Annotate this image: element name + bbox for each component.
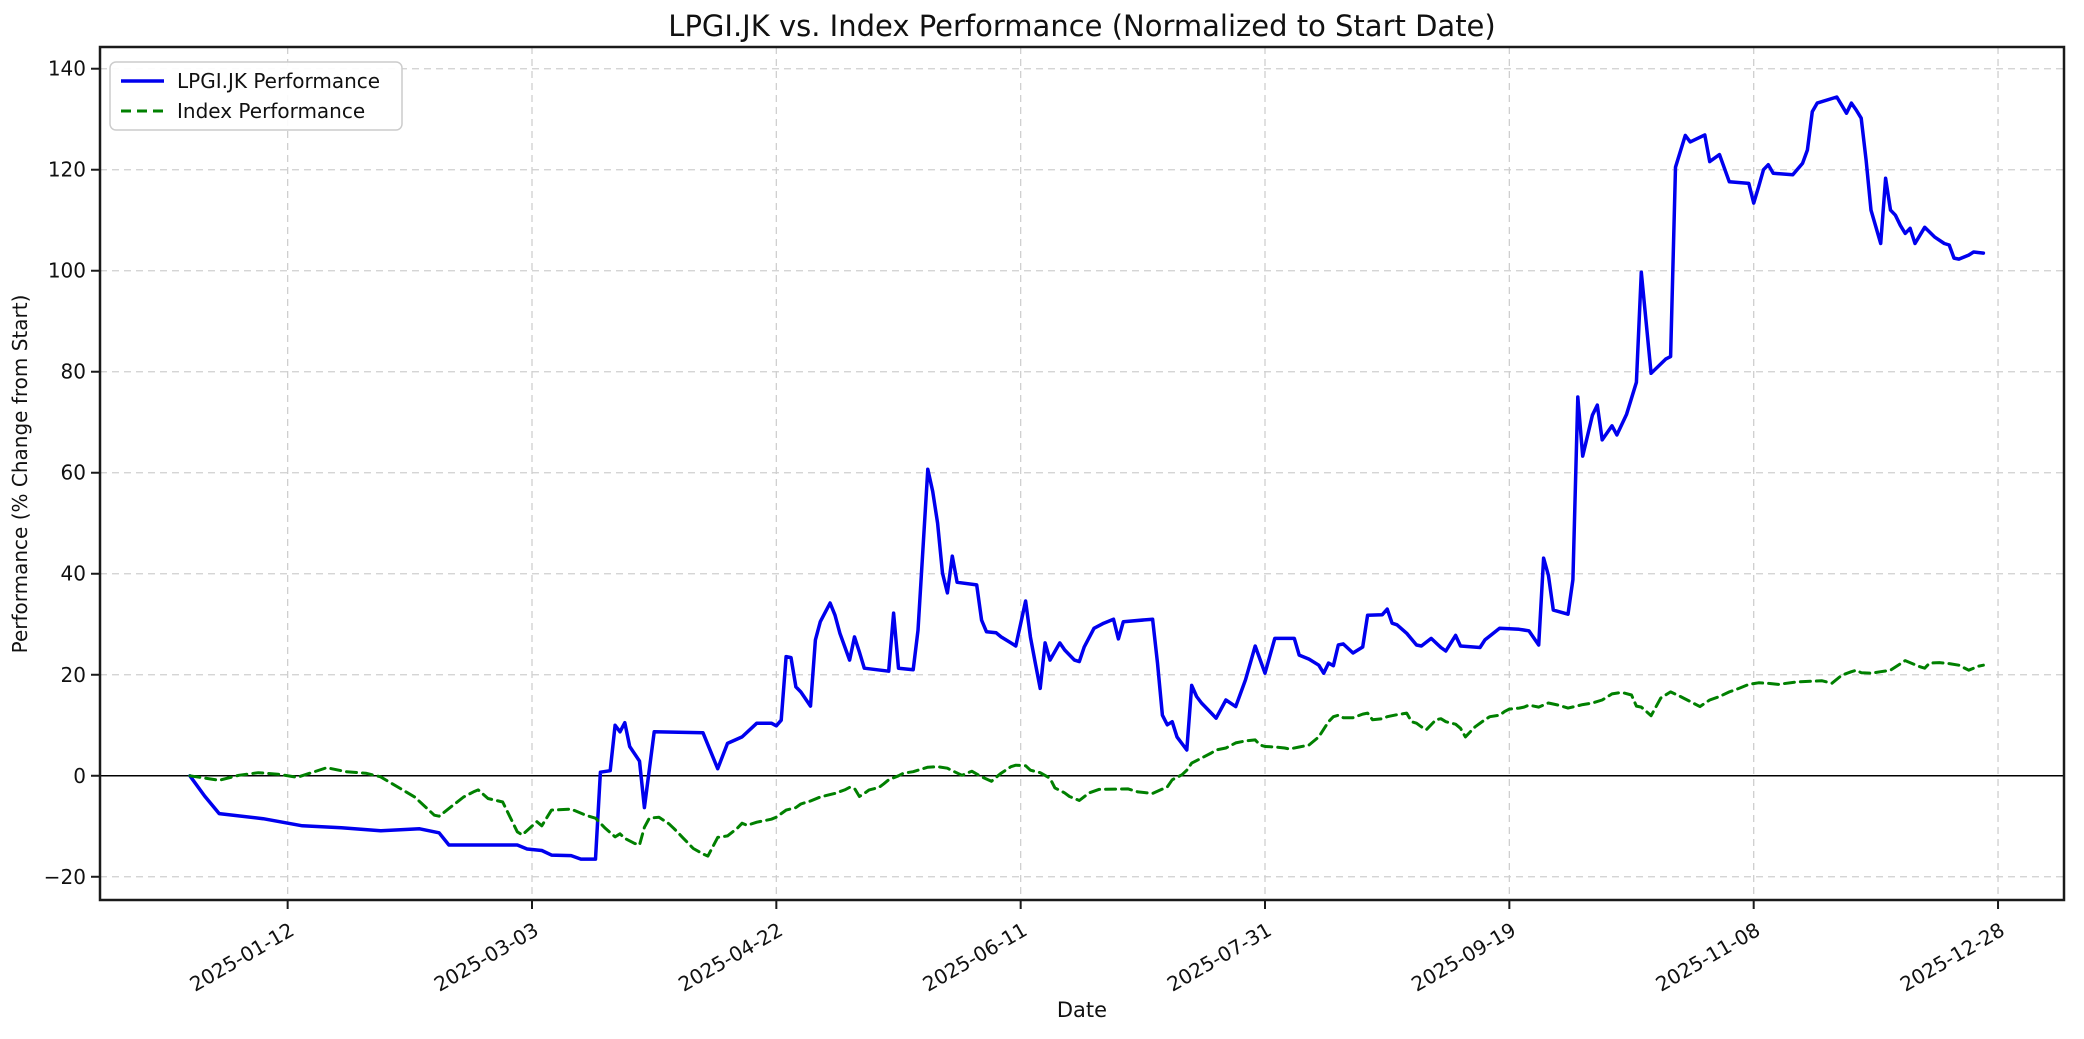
series-lines bbox=[188, 95, 1986, 861]
legend-label-lpgi: LPGI.JK Performance bbox=[177, 69, 380, 93]
y-tick-label: 80 bbox=[61, 360, 86, 384]
legend: LPGI.JK Performance Index Performance bbox=[109, 61, 403, 131]
x-tick-label: 2025-09-19 bbox=[1407, 918, 1520, 997]
legend-label-index: Index Performance bbox=[177, 99, 365, 123]
x-axis-label: Date bbox=[1057, 998, 1107, 1022]
y-tick-label: 140 bbox=[48, 57, 86, 81]
grid-lines bbox=[100, 47, 2064, 900]
axis-ticks bbox=[91, 67, 2000, 909]
y-tick-label: 20 bbox=[61, 663, 86, 687]
x-tick-label: 2025-01-12 bbox=[185, 918, 298, 997]
x-tick-label: 2025-07-31 bbox=[1163, 918, 1276, 997]
y-axis-label: Performance (% Change from Start) bbox=[8, 295, 32, 654]
y-tick-label: −20 bbox=[44, 865, 86, 889]
y-tick-label: 120 bbox=[48, 158, 86, 182]
y-tick-label: 40 bbox=[61, 562, 86, 586]
y-tick-label: 100 bbox=[48, 259, 86, 283]
lpgi-performance-line bbox=[188, 95, 1986, 861]
y-tick-label: 60 bbox=[61, 461, 86, 485]
x-tick-label: 2025-03-03 bbox=[430, 918, 543, 997]
y-tick-label: 0 bbox=[73, 764, 86, 788]
chart-title: LPGI.JK vs. Index Performance (Normalize… bbox=[668, 9, 1495, 43]
x-tick-label: 2025-12-28 bbox=[1896, 918, 2009, 997]
plot-frame bbox=[98, 45, 2066, 902]
axis-tick-labels: −20 0 20 40 60 80 100 120 140 2025-01-12 2025-03-0… bbox=[44, 57, 2009, 997]
legend-box bbox=[109, 61, 403, 131]
x-tick-label: 2025-04-22 bbox=[674, 918, 787, 997]
x-tick-label: 2025-06-11 bbox=[919, 918, 1032, 997]
x-tick-label: 2025-11-08 bbox=[1652, 918, 1765, 997]
index-performance-line bbox=[188, 659, 1985, 858]
